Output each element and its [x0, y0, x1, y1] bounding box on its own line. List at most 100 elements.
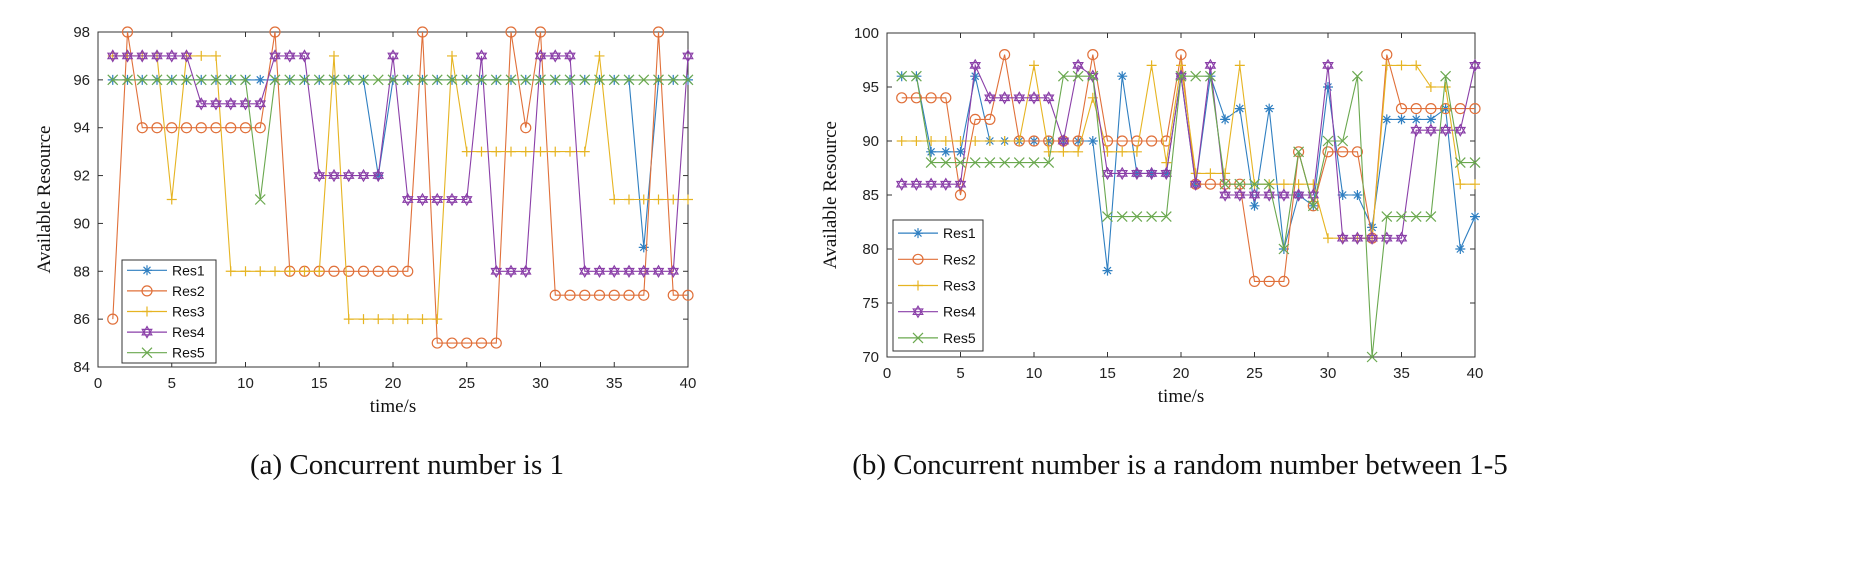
data-point	[270, 266, 280, 277]
data-point	[417, 74, 428, 86]
data-point	[1292, 146, 1305, 158]
data-point	[984, 157, 996, 169]
data-point	[1102, 211, 1113, 223]
data-point	[998, 91, 1011, 105]
data-point	[940, 177, 952, 191]
data-point	[1396, 114, 1407, 125]
y-tick-label: 86	[73, 311, 90, 328]
data-point	[1425, 123, 1437, 137]
data-point	[313, 74, 325, 86]
data-point	[955, 157, 966, 169]
data-point	[896, 136, 907, 146]
data-point	[225, 122, 237, 134]
data-point	[1013, 91, 1026, 105]
series-line	[901, 75, 1475, 358]
data-point	[1366, 231, 1378, 245]
data-point	[1160, 166, 1173, 181]
data-point	[1249, 200, 1260, 211]
data-point	[1454, 123, 1467, 137]
chart-2: 0 5 10 15 20 25 30 35 40 70 75 80 85 90 95 100 time/s Ava…	[820, 25, 1508, 481]
y-tick-label: 100	[854, 25, 879, 42]
data-point	[180, 49, 193, 63]
data-point	[1307, 200, 1319, 212]
data-point	[269, 74, 281, 86]
data-point	[638, 74, 650, 86]
data-point	[1028, 157, 1040, 169]
data-point	[550, 146, 561, 157]
data-point	[1292, 188, 1305, 202]
data-point	[1028, 135, 1040, 147]
series-line	[112, 55, 688, 320]
data-point	[446, 74, 458, 86]
data-point	[416, 192, 429, 207]
data-point	[1336, 231, 1349, 245]
data-point	[623, 74, 635, 86]
data-point	[593, 289, 606, 301]
data-point	[491, 146, 502, 157]
data-point	[1234, 60, 1245, 71]
data-point	[1087, 136, 1098, 146]
data-point	[520, 122, 532, 134]
data-point	[195, 97, 208, 111]
chart-caption: (b) Concurrent number is a random number…	[852, 449, 1508, 481]
data-point	[1278, 243, 1290, 255]
data-point	[343, 265, 355, 277]
y-tick-label: 90	[73, 215, 90, 232]
data-point	[1352, 190, 1363, 200]
data-point	[1131, 135, 1143, 147]
y-tick-label: 90	[862, 133, 879, 150]
data-point	[328, 265, 340, 277]
data-point	[1101, 166, 1114, 181]
data-point	[446, 192, 458, 207]
data-point	[955, 136, 966, 146]
data-point	[682, 74, 694, 86]
legend-marker	[141, 285, 153, 297]
data-point	[608, 264, 621, 278]
data-point	[505, 26, 517, 38]
data-point	[911, 136, 922, 146]
data-point	[107, 74, 119, 86]
data-point	[895, 177, 908, 191]
data-point	[506, 146, 516, 157]
data-point	[1249, 178, 1260, 190]
data-point	[653, 194, 664, 205]
data-point	[358, 74, 369, 86]
data-point	[225, 74, 237, 86]
data-point	[1425, 211, 1437, 223]
data-point	[519, 264, 532, 278]
data-point	[373, 314, 384, 325]
x-tick-label: 15	[1099, 365, 1116, 382]
data-point	[1043, 135, 1055, 147]
data-point	[1117, 71, 1128, 82]
x-tick-label: 20	[1173, 365, 1190, 382]
data-point	[564, 74, 576, 86]
x-tick-label: 25	[1246, 365, 1263, 382]
data-point	[1087, 48, 1099, 61]
data-point	[342, 168, 355, 183]
y-tick-label: 95	[862, 79, 879, 96]
data-point	[107, 313, 119, 325]
data-point	[1381, 48, 1393, 61]
data-point	[505, 264, 517, 278]
data-point	[910, 70, 922, 82]
data-point	[211, 50, 221, 61]
data-point	[431, 192, 444, 207]
data-point	[476, 74, 487, 86]
data-point	[1189, 177, 1202, 191]
y-tick-label: 96	[73, 72, 90, 89]
data-point	[1439, 123, 1452, 137]
series-res5	[896, 70, 1481, 363]
y-tick-label: 94	[73, 120, 90, 137]
data-point	[298, 49, 311, 63]
data-point	[357, 168, 370, 183]
x-tick-label: 10	[237, 375, 254, 392]
series-line	[901, 63, 1476, 239]
x-tick-label: 25	[458, 375, 475, 392]
data-point	[1117, 146, 1128, 157]
data-point	[490, 337, 502, 349]
data-point	[1278, 188, 1290, 202]
data-point	[387, 49, 399, 63]
data-point	[475, 337, 488, 349]
x-tick-label: 40	[1467, 365, 1484, 382]
data-point	[1175, 48, 1187, 61]
